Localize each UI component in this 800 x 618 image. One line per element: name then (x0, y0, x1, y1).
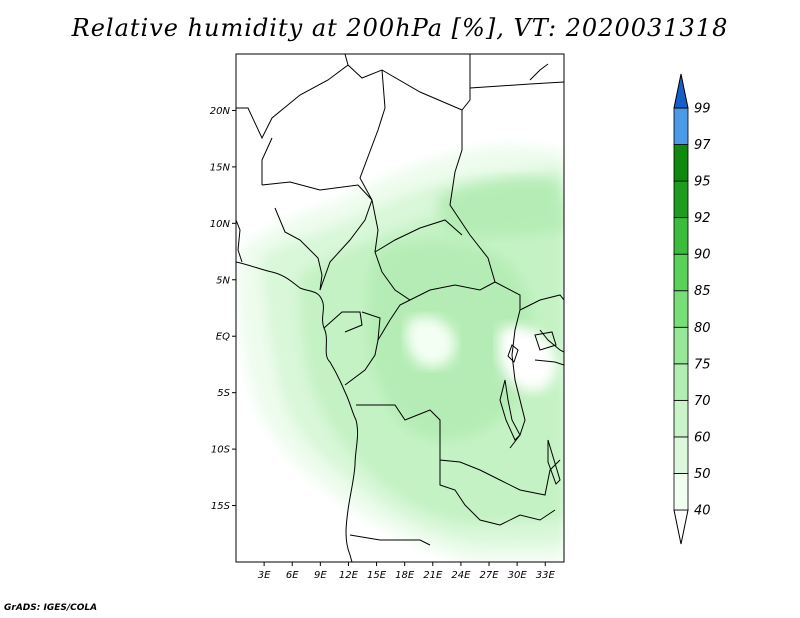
border-kenya (539, 329, 564, 353)
credit-text: GrADS: IGES/COLA (4, 603, 98, 613)
colorbar-segment (673, 363, 689, 401)
border-angola-south (349, 534, 431, 546)
colorbar-label: 99 (694, 102, 711, 117)
longitude-axis: 3E 6E 9E 12E 15E 18E 21E 24E 27E 30E 33E (258, 562, 556, 581)
lake-victoria (534, 331, 557, 351)
border-uganda (519, 294, 564, 311)
lat-tick-label: 15S (211, 501, 231, 512)
border-congo (344, 311, 381, 386)
lon-tick-label: 9E (314, 570, 327, 581)
lon-tick-label: 6E (286, 570, 299, 581)
coastline-sinai (529, 63, 549, 81)
colorbar-segment (673, 217, 689, 255)
colorbar-label: 75 (694, 357, 711, 372)
coastline-west (236, 261, 359, 562)
colorbar-segment (673, 399, 689, 438)
colorbar-label: 95 (694, 175, 711, 190)
colorbar-segment (673, 144, 689, 182)
dry-patch-center (406, 316, 456, 368)
colorbar-label: 40 (694, 504, 711, 519)
lat-tick-label: 5N (216, 275, 230, 286)
border-car-south (381, 271, 496, 301)
border-niger-w (261, 137, 273, 185)
colorbar-label: 90 (694, 248, 711, 263)
border-angola-zambia (439, 460, 501, 526)
colorbar: 40 50 60 70 75 80 85 90 92 95 97 99 (673, 73, 711, 545)
lake-tanganyika (499, 379, 521, 441)
border-drc-west (377, 299, 411, 341)
colorbar-label: 70 (694, 394, 711, 409)
border-north-1 (236, 54, 349, 140)
latitude-axis: 20N 15N 10N 5N EQ 5S 10S 15S (210, 106, 236, 512)
border-car-north (374, 219, 463, 253)
map-frame (235, 53, 565, 563)
lat-tick-label: 10S (211, 445, 231, 456)
colorbar-label: 85 (694, 284, 711, 299)
border-nigeria-s (274, 207, 323, 291)
lon-tick-label: 24E (451, 570, 471, 581)
border-cameroon (319, 199, 373, 291)
colorbar-label: 80 (694, 321, 711, 336)
dry-patch-sw (236, 420, 263, 562)
lon-tick-label: 27E (480, 570, 500, 581)
border-tanzania (534, 359, 564, 366)
colorbar-segment (673, 436, 689, 474)
humidity-field (236, 145, 564, 562)
lat-tick-label: 5S (217, 388, 230, 399)
border-drc-east (509, 309, 526, 449)
lon-tick-label: 3E (258, 570, 271, 581)
map-title: Relative humidity at 200hPa [%], VT: 202… (71, 14, 729, 42)
country-borders (236, 54, 564, 562)
lat-tick-label: 20N (210, 106, 231, 117)
colorbar-label: 97 (694, 138, 711, 153)
colorbar-label: 92 (694, 211, 711, 226)
lat-tick-label: 15N (210, 162, 231, 173)
lon-tick-label: 12E (339, 570, 359, 581)
lat-tick-label: 10N (210, 219, 231, 230)
lon-tick-label: 30E (508, 570, 528, 581)
lake-malawi (547, 439, 561, 485)
coastline-guinea (236, 219, 243, 263)
border-nigeria (261, 181, 373, 201)
colorbar-max-arrow (673, 73, 689, 109)
colorbar-segment (673, 326, 689, 365)
colorbar-label: 50 (694, 467, 711, 482)
lat-tick-label: EQ (216, 332, 230, 343)
border-south-east (499, 509, 556, 526)
colorbar-segment (673, 253, 689, 292)
border-drc-south (356, 404, 521, 491)
lon-tick-label: 33E (536, 570, 556, 581)
lon-tick-label: 15E (367, 570, 387, 581)
colorbar-segment (673, 107, 689, 145)
border-north-2 (347, 54, 471, 111)
lon-tick-label: 21E (423, 570, 443, 581)
coastline-northeast (469, 81, 564, 89)
colorbar-segment (673, 473, 689, 511)
lon-tick-label: 18E (395, 570, 415, 581)
colorbar-label: 60 (694, 430, 711, 445)
border-chad-east (449, 110, 521, 310)
colorbar-segment (673, 180, 689, 219)
colorbar-segment (673, 290, 689, 328)
humidity-band-70-north (438, 178, 564, 238)
colorbar-min-arrow (673, 509, 689, 545)
lake-albert (507, 344, 519, 363)
border-libya-chad (359, 69, 386, 273)
border-gabon (323, 311, 363, 333)
